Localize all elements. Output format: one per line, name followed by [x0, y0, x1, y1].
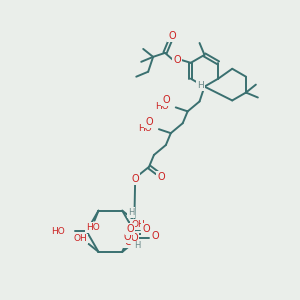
Text: O: O [126, 224, 134, 234]
Text: H: H [134, 242, 140, 250]
Text: O: O [157, 172, 165, 182]
Text: O: O [123, 232, 131, 242]
Text: H: H [128, 208, 134, 217]
Text: HO: HO [138, 124, 152, 133]
Text: O: O [173, 55, 181, 65]
Text: O: O [145, 117, 153, 127]
Text: HO: HO [86, 223, 99, 232]
Text: OH: OH [74, 235, 88, 244]
Text: O: O [130, 233, 138, 243]
Text: O: O [151, 231, 159, 241]
Text: H: H [197, 81, 204, 90]
Text: O: O [162, 95, 170, 106]
Text: O: O [124, 236, 132, 247]
Text: HO: HO [155, 102, 169, 111]
Text: HO: HO [51, 227, 65, 236]
Text: O: O [142, 224, 150, 234]
Text: O: O [131, 174, 139, 184]
Text: O: O [168, 31, 176, 41]
Text: OH: OH [131, 220, 145, 229]
